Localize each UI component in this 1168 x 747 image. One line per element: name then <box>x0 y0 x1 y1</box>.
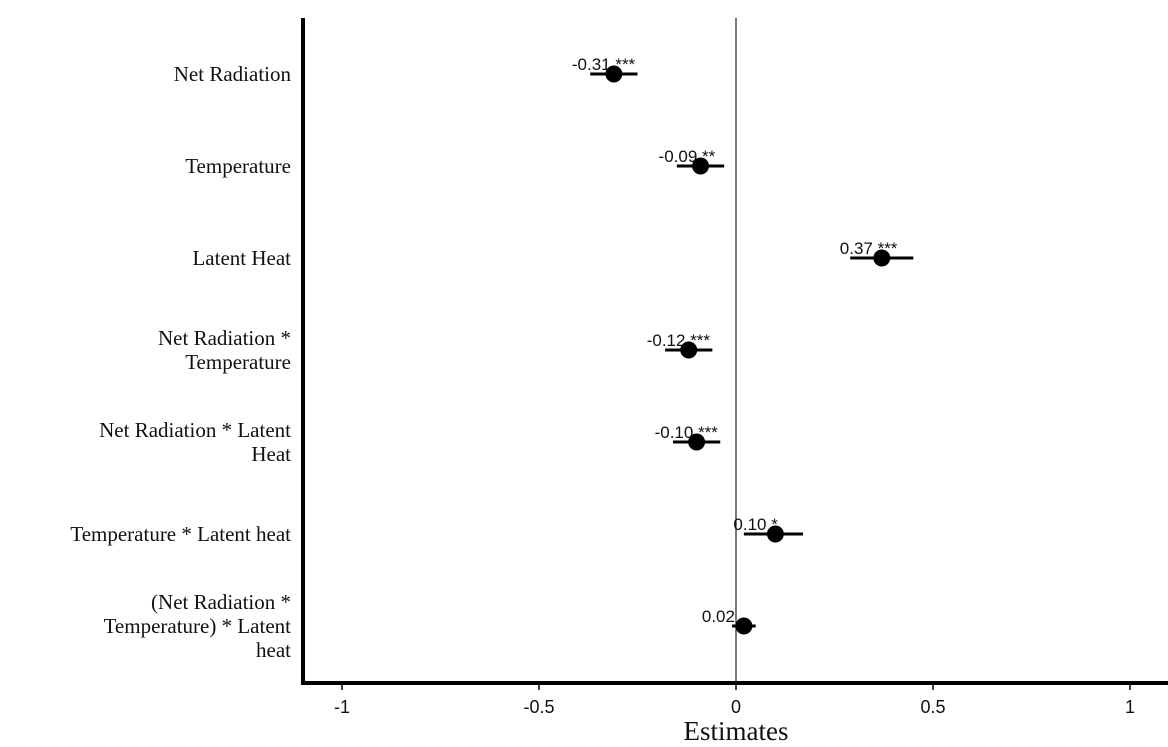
category-label-line: Net Radiation * Latent <box>99 418 291 442</box>
estimate-point <box>766 525 784 543</box>
category-label: Temperature * Latent heat <box>70 522 291 546</box>
x-tick-label: 0 <box>731 697 741 717</box>
estimate-point <box>873 249 891 267</box>
category-labels: Net Radiation Temperature Latent Heat Net R… <box>70 62 291 662</box>
category-label-line: Net Radiation <box>174 62 292 86</box>
x-tick-label: -1 <box>334 697 350 717</box>
axes: -1 -0.5 0 0.5 1 <box>301 18 1168 717</box>
category-label: Temperature <box>185 154 291 178</box>
estimate-label: -0.09 ** <box>659 147 716 166</box>
category-label-line: Latent Heat <box>192 246 291 270</box>
estimate-label: 0.37 *** <box>840 239 898 258</box>
estimate-label: -0.10 *** <box>655 423 719 442</box>
estimate-point <box>605 65 623 83</box>
estimate-point <box>688 433 706 451</box>
estimate-label: 0.10 * <box>733 515 778 534</box>
category-label-line: heat <box>256 638 291 662</box>
category-label-line: Net Radiation * <box>158 326 291 350</box>
category-label-line: Heat <box>251 442 291 466</box>
category-label: Latent Heat <box>192 246 291 270</box>
x-tick-label: 1 <box>1125 697 1135 717</box>
x-axis-title: Estimates <box>684 716 789 746</box>
category-label-line: Temperature) * Latent <box>104 614 292 638</box>
category-label-line: (Net Radiation * <box>151 590 291 614</box>
estimate-point <box>680 341 698 359</box>
x-tick-label: 0.5 <box>920 697 945 717</box>
category-label-line: Temperature * Latent heat <box>70 522 291 546</box>
estimate-point <box>735 617 753 635</box>
x-tick-label: -0.5 <box>523 697 554 717</box>
estimate-marks: -0.31 *** -0.09 ** 0.37 *** -0.12 *** -0.10 … <box>572 55 914 635</box>
category-label: Net Radiation <box>174 62 292 86</box>
category-label-line: Temperature <box>185 350 291 374</box>
estimate-label: 0.02 <box>702 607 735 626</box>
estimate-point <box>692 157 710 175</box>
category-label: (Net Radiation *Temperature) * Latenthea… <box>104 590 292 662</box>
category-label: Net Radiation *Temperature <box>158 326 291 374</box>
estimate-label: -0.31 *** <box>572 55 636 74</box>
category-label-line: Temperature <box>185 154 291 178</box>
estimate-label: -0.12 *** <box>647 331 711 350</box>
